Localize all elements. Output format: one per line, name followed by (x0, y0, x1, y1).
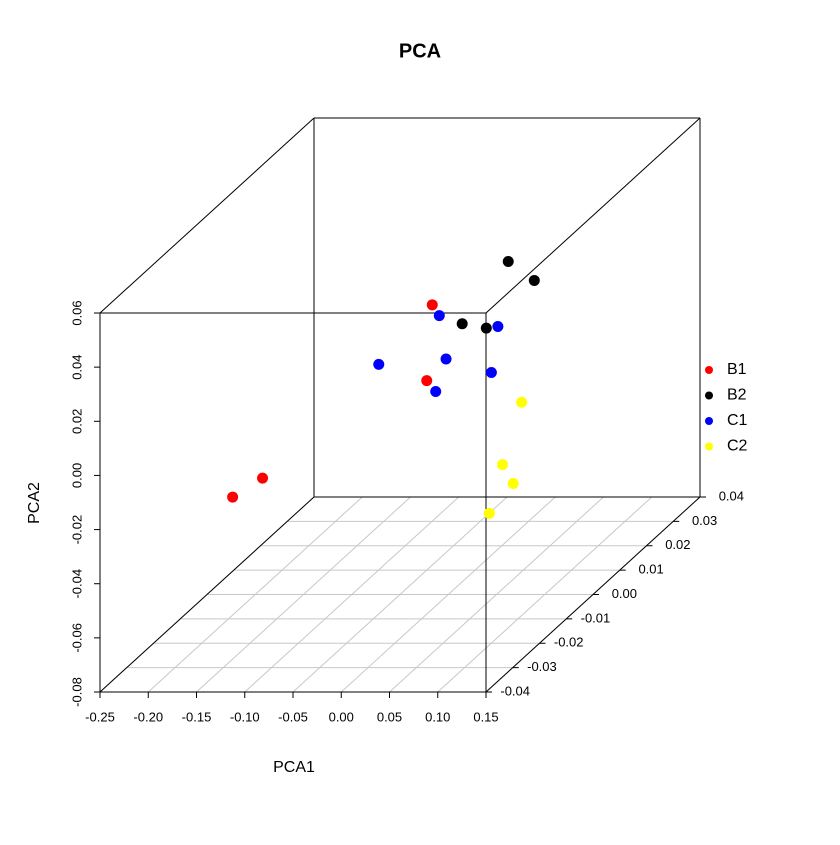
point (433, 310, 445, 322)
point (421, 375, 433, 387)
box-edge (99, 117, 315, 314)
z-tick-label: 0.02 (665, 537, 690, 552)
legend-label: B1 (727, 361, 747, 378)
y-tick-label: 0.02 (69, 409, 84, 434)
x-tick-label: -0.15 (182, 709, 212, 724)
point (516, 396, 528, 408)
point (430, 385, 442, 397)
x-tick-label: -0.25 (85, 709, 115, 724)
y-tick-label: -0.08 (69, 677, 84, 707)
x-tick-label: 0.00 (329, 709, 354, 724)
z-tick-label: -0.02 (554, 635, 584, 650)
point (485, 367, 497, 379)
z-tick-label: 0.03 (692, 513, 717, 528)
x-tick-label: -0.10 (230, 709, 260, 724)
box-edge (99, 496, 315, 693)
z-tick-label: 0.01 (638, 562, 663, 577)
point (480, 322, 492, 334)
point (456, 318, 468, 330)
point (373, 358, 385, 370)
x-tick-label: 0.10 (425, 709, 450, 724)
point (492, 320, 504, 332)
z-tick-label: -0.01 (581, 610, 611, 625)
y-tick-label: 0.00 (69, 463, 84, 488)
x-tick-label: -0.05 (278, 709, 308, 724)
x-tick-label: 0.05 (377, 709, 402, 724)
x-axis-label: PCA1 (273, 759, 315, 776)
point (502, 255, 514, 267)
point (483, 507, 495, 519)
legend-marker (705, 442, 713, 451)
y-tick-label: -0.04 (69, 569, 84, 599)
y-axis-label: PCA2 (26, 482, 43, 524)
legend-label: C1 (727, 412, 748, 429)
z-tick-label: -0.04 (500, 683, 530, 698)
legend-label: B2 (727, 387, 747, 404)
y-tick-label: 0.04 (69, 354, 84, 379)
legend-marker (705, 366, 713, 374)
point (227, 491, 239, 503)
point (507, 478, 519, 490)
x-tick-label: -0.20 (133, 709, 163, 724)
point (257, 472, 269, 484)
legend-marker (705, 417, 713, 425)
chart-title: PCA (399, 40, 441, 62)
point (440, 353, 452, 365)
y-tick-label: -0.06 (69, 623, 84, 653)
point (528, 274, 540, 286)
z-tick-label: -0.03 (527, 659, 557, 674)
z-tick-label: 0.04 (719, 488, 744, 503)
legend-marker (705, 391, 713, 400)
legend-label: C2 (727, 438, 748, 455)
y-tick-label: 0.06 (69, 300, 84, 325)
x-tick-label: 0.15 (473, 709, 498, 724)
box-edge (485, 117, 701, 314)
z-tick-label: 0.00 (612, 586, 637, 601)
y-tick-label: -0.02 (69, 515, 84, 545)
point (426, 299, 438, 311)
point (497, 459, 509, 471)
